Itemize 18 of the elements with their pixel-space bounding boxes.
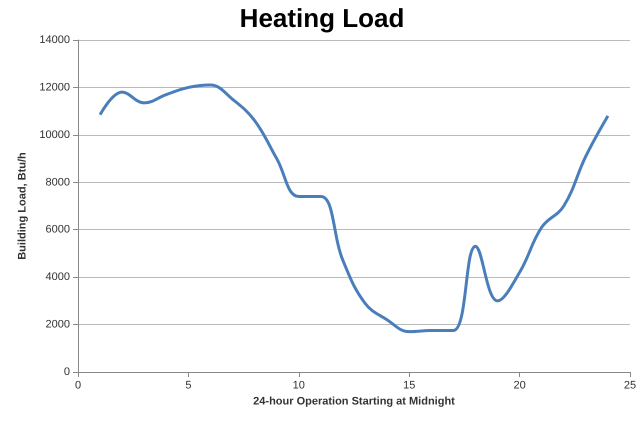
x-axis-title: 24-hour Operation Starting at Midnight <box>253 396 456 408</box>
x-tick-label: 5 <box>185 380 192 392</box>
x-tick-label: 10 <box>292 380 305 392</box>
y-tick-label: 10000 <box>39 128 70 141</box>
x-tick-label: 0 <box>74 380 82 392</box>
x-tick-label: 20 <box>513 380 526 392</box>
x-tick-label: 15 <box>403 380 416 392</box>
x-tick-label: 25 <box>624 380 636 392</box>
line-series <box>98 84 610 334</box>
y-tick-label: 2000 <box>46 318 70 331</box>
y-tick-label: 12000 <box>39 81 70 94</box>
chart-title: Heating Load <box>240 3 404 33</box>
y-tick-label: 0 <box>64 366 70 378</box>
y-tick-label: 6000 <box>46 224 70 236</box>
y-axis-title: Building Load, Btu/h <box>16 152 28 260</box>
y-tick-label: 8000 <box>46 176 70 188</box>
y-tick-label: 14000 <box>39 34 70 46</box>
y-tick-label: 4000 <box>46 271 70 284</box>
